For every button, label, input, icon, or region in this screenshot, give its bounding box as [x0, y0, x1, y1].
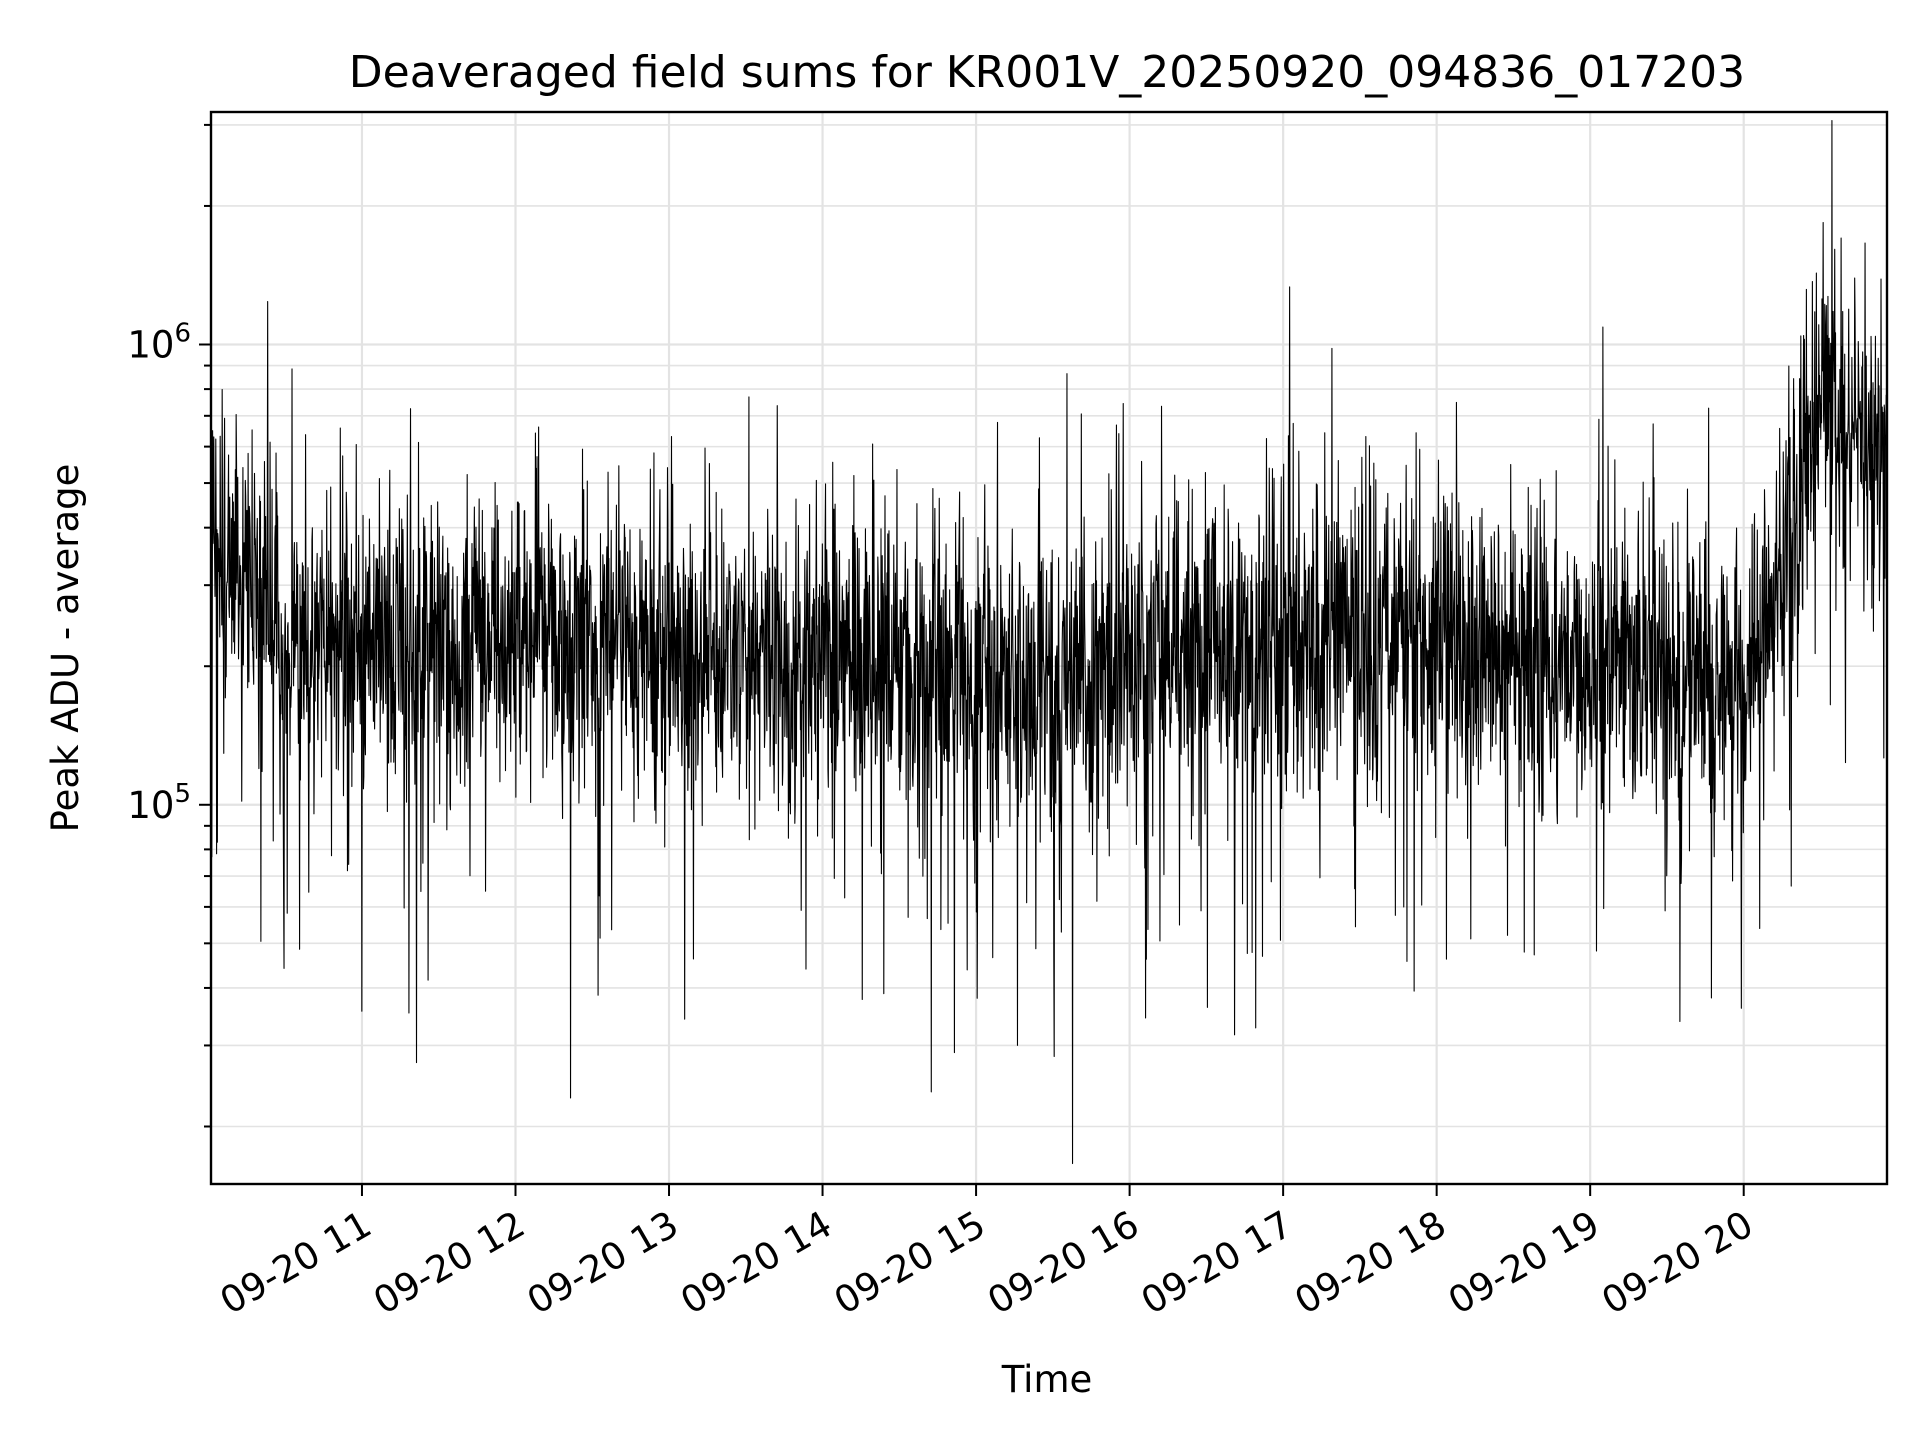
x-axis-label: Time [1001, 1358, 1093, 1401]
series-line [210, 120, 1888, 1165]
chart-title: Deaveraged field sums for KR001V_2025092… [349, 47, 1745, 98]
plot-frame [209, 110, 1889, 1186]
series-layer [210, 120, 1888, 1165]
y-axis-label: Peak ADU - average [44, 464, 87, 833]
y-tick-label: 105 [127, 779, 191, 827]
y-tick-label: 106 [127, 319, 191, 367]
